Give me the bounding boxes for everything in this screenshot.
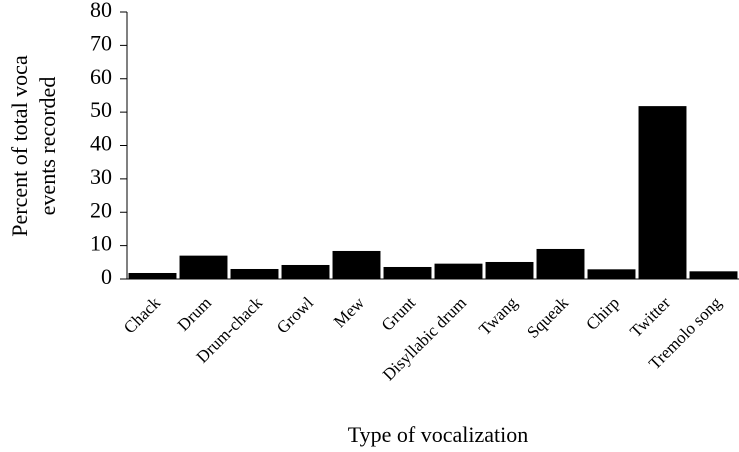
x-tick-label: Chack (120, 293, 164, 337)
bar (281, 264, 330, 279)
bar (179, 255, 228, 279)
bar (128, 272, 177, 279)
x-tick-label: Mew (330, 293, 369, 332)
bar (689, 271, 738, 279)
bar (230, 268, 279, 279)
x-axis-label: Type of vocalization (348, 422, 529, 447)
y-tick-label: 30 (90, 164, 112, 189)
y-axis-label: Percent of total voca (7, 55, 32, 237)
y-tick-label: 40 (90, 131, 112, 156)
x-tick-label: Drum (174, 293, 215, 334)
bar (332, 250, 381, 279)
x-tick-label: Grunt (378, 293, 420, 335)
x-tick-label: Twang (475, 293, 521, 339)
bar (383, 266, 432, 279)
y-tick-label: 80 (90, 0, 112, 22)
bar (587, 269, 636, 279)
y-tick-label: 50 (90, 97, 112, 122)
y-axis-label: events recorded (35, 77, 60, 216)
y-tick-label: 0 (101, 264, 112, 289)
bar (485, 261, 534, 279)
y-tick-label: 20 (90, 197, 112, 222)
y-tick-label: 60 (90, 64, 112, 89)
bar (638, 106, 687, 280)
y-tick-label: 70 (90, 30, 112, 55)
bar (536, 248, 585, 279)
x-tick-label: Squeak (523, 293, 572, 342)
bar (434, 263, 483, 279)
x-tick-label: Chirp (582, 293, 623, 334)
x-tick-label: Twitter (626, 293, 674, 341)
x-tick-label: Growl (273, 293, 317, 337)
y-tick-label: 10 (90, 231, 112, 256)
